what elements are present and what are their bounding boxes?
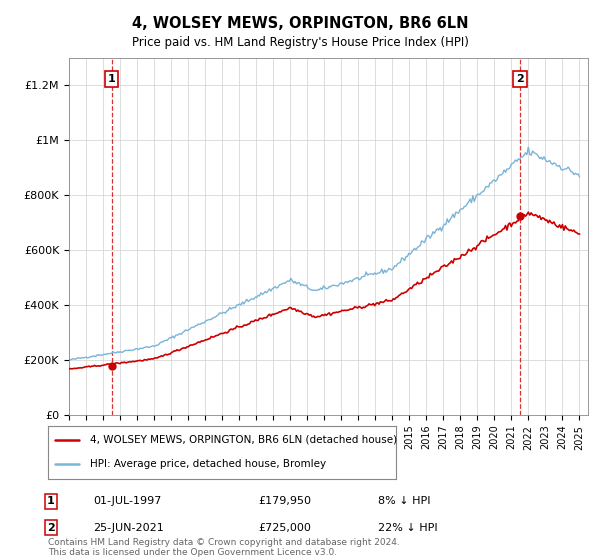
Text: 1: 1: [47, 496, 55, 506]
Text: 8% ↓ HPI: 8% ↓ HPI: [378, 496, 431, 506]
Text: 2: 2: [516, 74, 524, 84]
Text: £725,000: £725,000: [258, 522, 311, 533]
Text: 25-JUN-2021: 25-JUN-2021: [93, 522, 164, 533]
Text: Price paid vs. HM Land Registry's House Price Index (HPI): Price paid vs. HM Land Registry's House …: [131, 36, 469, 49]
Text: 4, WOLSEY MEWS, ORPINGTON, BR6 6LN (detached house): 4, WOLSEY MEWS, ORPINGTON, BR6 6LN (deta…: [90, 435, 397, 445]
Text: £179,950: £179,950: [258, 496, 311, 506]
Text: 4, WOLSEY MEWS, ORPINGTON, BR6 6LN: 4, WOLSEY MEWS, ORPINGTON, BR6 6LN: [132, 16, 468, 31]
Text: 1: 1: [107, 74, 115, 84]
Text: Contains HM Land Registry data © Crown copyright and database right 2024.
This d: Contains HM Land Registry data © Crown c…: [48, 538, 400, 557]
Text: 22% ↓ HPI: 22% ↓ HPI: [378, 522, 437, 533]
Text: HPI: Average price, detached house, Bromley: HPI: Average price, detached house, Brom…: [90, 459, 326, 469]
Text: 01-JUL-1997: 01-JUL-1997: [93, 496, 161, 506]
Text: 2: 2: [47, 522, 55, 533]
